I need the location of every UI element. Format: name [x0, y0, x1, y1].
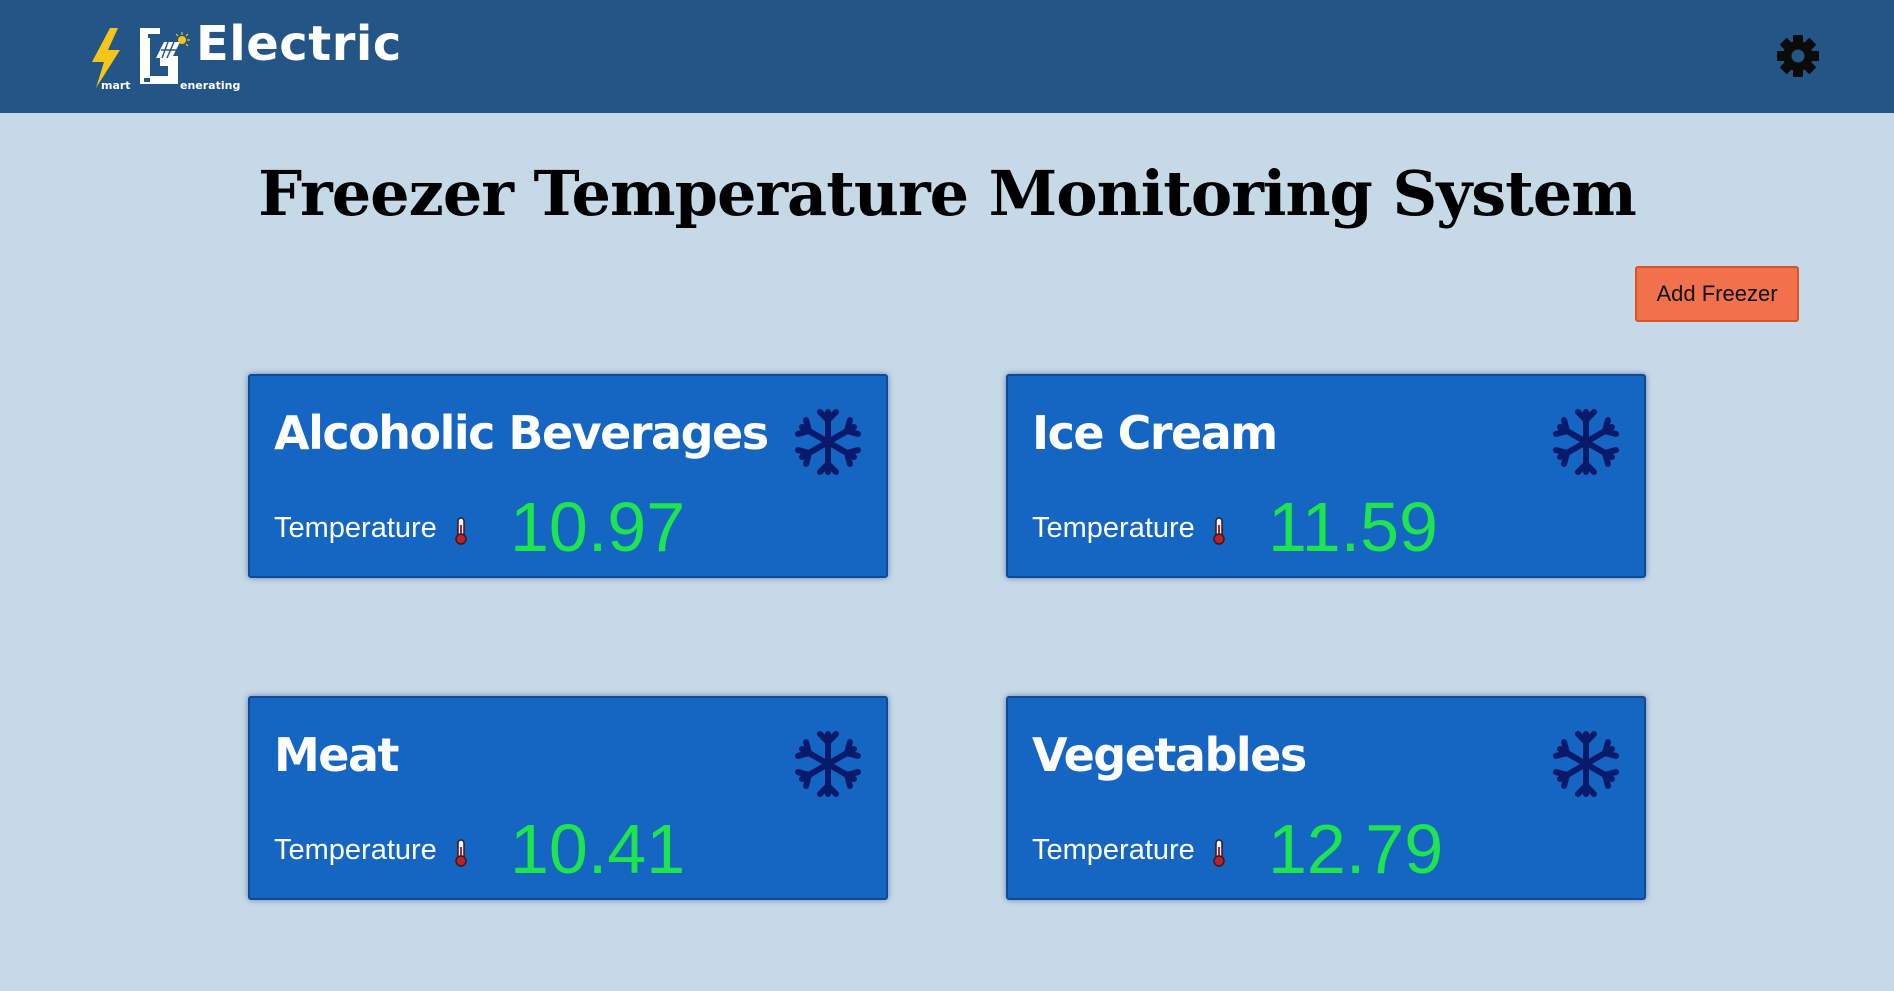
temperature-label: Temperature — [274, 834, 437, 866]
freezer-card-meat[interactable]: Meat Temperature 10.41 — [248, 696, 888, 900]
temperature-value: 12.79 — [1268, 810, 1444, 888]
logo-mark-icon — [92, 28, 190, 88]
app-header: Electric mart enerating — [0, 0, 1894, 113]
freezer-name: Vegetables — [1032, 728, 1307, 782]
temperature-value: 10.41 — [510, 810, 686, 888]
settings-button[interactable] — [1776, 34, 1820, 78]
freezer-card-alcoholic-beverages[interactable]: Alcoholic Beverages Temperature 10.9 — [248, 374, 888, 578]
thermometer-icon — [455, 517, 467, 545]
logo[interactable]: Electric mart enerating — [88, 16, 408, 96]
temperature-value: 11.59 — [1268, 488, 1438, 566]
page-title: Freezer Temperature Monitoring System — [258, 157, 1637, 230]
thermometer-icon — [455, 839, 467, 867]
logo-caption-smart: mart — [101, 79, 131, 92]
freezer-card-vegetables[interactable]: Vegetables Temperature 12.79 — [1006, 696, 1646, 900]
freezer-card-ice-cream[interactable]: Ice Cream Temperature 11.59 — [1006, 374, 1646, 578]
freezer-name: Alcoholic Beverages — [274, 406, 769, 460]
temperature-label: Temperature — [274, 512, 437, 544]
freezer-name: Meat — [274, 728, 400, 782]
snowflake-icon — [795, 409, 861, 475]
thermometer-icon — [1213, 517, 1225, 545]
snowflake-icon — [1553, 731, 1619, 797]
logo-caption-generating: enerating — [180, 79, 241, 92]
gear-icon — [1777, 35, 1819, 77]
temperature-label: Temperature — [1032, 512, 1195, 544]
thermometer-icon — [1213, 839, 1225, 867]
add-freezer-button[interactable]: Add Freezer — [1635, 266, 1799, 322]
logo-wordmark: Electric — [196, 16, 402, 72]
snowflake-icon — [1553, 409, 1619, 475]
freezer-name: Ice Cream — [1032, 406, 1278, 460]
temperature-value: 10.97 — [510, 488, 686, 566]
temperature-label: Temperature — [1032, 834, 1195, 866]
snowflake-icon — [795, 731, 861, 797]
